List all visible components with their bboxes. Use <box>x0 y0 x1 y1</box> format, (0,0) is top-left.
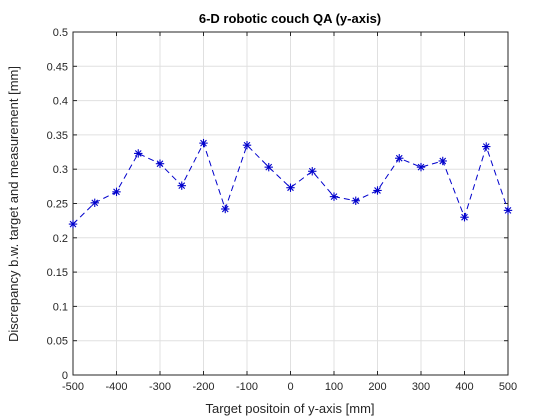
marker-stroke <box>374 187 381 194</box>
x-tick-label: 100 <box>325 381 343 393</box>
data-point-marker <box>373 186 382 195</box>
y-tick-label: 0.1 <box>53 301 68 313</box>
marker-stroke <box>439 157 447 165</box>
y-tick-label: 0.05 <box>47 336 68 348</box>
marker-stroke <box>265 163 273 171</box>
x-tick-label: -100 <box>236 381 258 393</box>
axis-ticks: -500 -400 -300 -200 -100 0 100 200 300 400 500 0 0.0… <box>47 27 518 393</box>
y-tick-label: 0.3 <box>53 164 68 176</box>
marker-stroke <box>287 184 294 192</box>
x-tick-label: 200 <box>368 381 386 393</box>
x-tick-label: 500 <box>499 381 517 393</box>
data-point-marker <box>112 187 121 197</box>
x-tick-label: -400 <box>105 381 127 393</box>
grid <box>72 31 509 376</box>
marker-stroke <box>395 154 403 162</box>
x-tick-label: 0 <box>287 381 293 393</box>
data-point-marker <box>221 204 230 214</box>
series-line <box>72 141 509 225</box>
y-tick-label: 0.2 <box>53 233 68 245</box>
data-point-marker <box>308 167 317 176</box>
marker-stroke <box>352 197 360 205</box>
data-point-marker <box>286 183 295 192</box>
marker-stroke <box>69 220 77 228</box>
y-tick-label: 0.4 <box>53 96 68 108</box>
marker-stroke <box>221 205 229 213</box>
marker-stroke <box>91 199 99 207</box>
x-tick-label: -300 <box>149 381 171 393</box>
y-tick-label: 0.45 <box>47 61 68 73</box>
x-tick-label: -200 <box>192 381 214 393</box>
marker-stroke <box>134 150 142 157</box>
marker-stroke <box>417 163 425 171</box>
marker-stroke <box>308 167 316 175</box>
x-tick-label: 300 <box>412 381 430 393</box>
data-point-marker <box>329 192 339 201</box>
x-tick-label: -500 <box>62 381 84 393</box>
data-point-marker <box>177 181 186 190</box>
x-axis-label: Target positoin of y-axis [mm] <box>205 401 374 416</box>
data-point-marker <box>264 162 273 172</box>
marker-stroke <box>461 213 468 221</box>
data-point-marker <box>503 206 513 215</box>
y-tick-label: 0.35 <box>47 130 68 142</box>
data-point-marker <box>134 149 143 158</box>
data-point-marker <box>242 140 252 150</box>
data-point-marker <box>395 154 404 163</box>
marker-stroke <box>156 160 164 168</box>
data-point-marker <box>438 156 447 166</box>
y-tick-label: 0 <box>62 370 68 382</box>
y-tick-label: 0.5 <box>53 27 68 39</box>
data-point-marker <box>199 138 208 148</box>
y-axis-label: Discrepancy b.w. target and measurement … <box>6 66 21 342</box>
data-point-marker <box>416 162 426 172</box>
y-tick-label: 0.15 <box>47 267 68 279</box>
data-point-marker <box>90 198 99 208</box>
marker-stroke <box>178 182 186 190</box>
marker-stroke <box>113 188 120 196</box>
data-point-marker <box>460 213 469 222</box>
marker-stroke <box>330 193 338 200</box>
data-point-marker <box>351 196 360 205</box>
marker-stroke <box>504 207 512 214</box>
x-tick-label: 400 <box>455 381 473 393</box>
series-layer <box>68 138 513 229</box>
y-tick-label: 0.25 <box>47 199 68 211</box>
chart-title: 6-D robotic couch QA (y-axis) <box>199 11 381 26</box>
marker-stroke <box>482 143 490 150</box>
data-point-marker <box>155 159 165 168</box>
data-point-marker <box>68 219 78 229</box>
data-point-marker <box>482 142 491 151</box>
marker-stroke <box>200 139 207 147</box>
marker-stroke <box>243 141 251 149</box>
